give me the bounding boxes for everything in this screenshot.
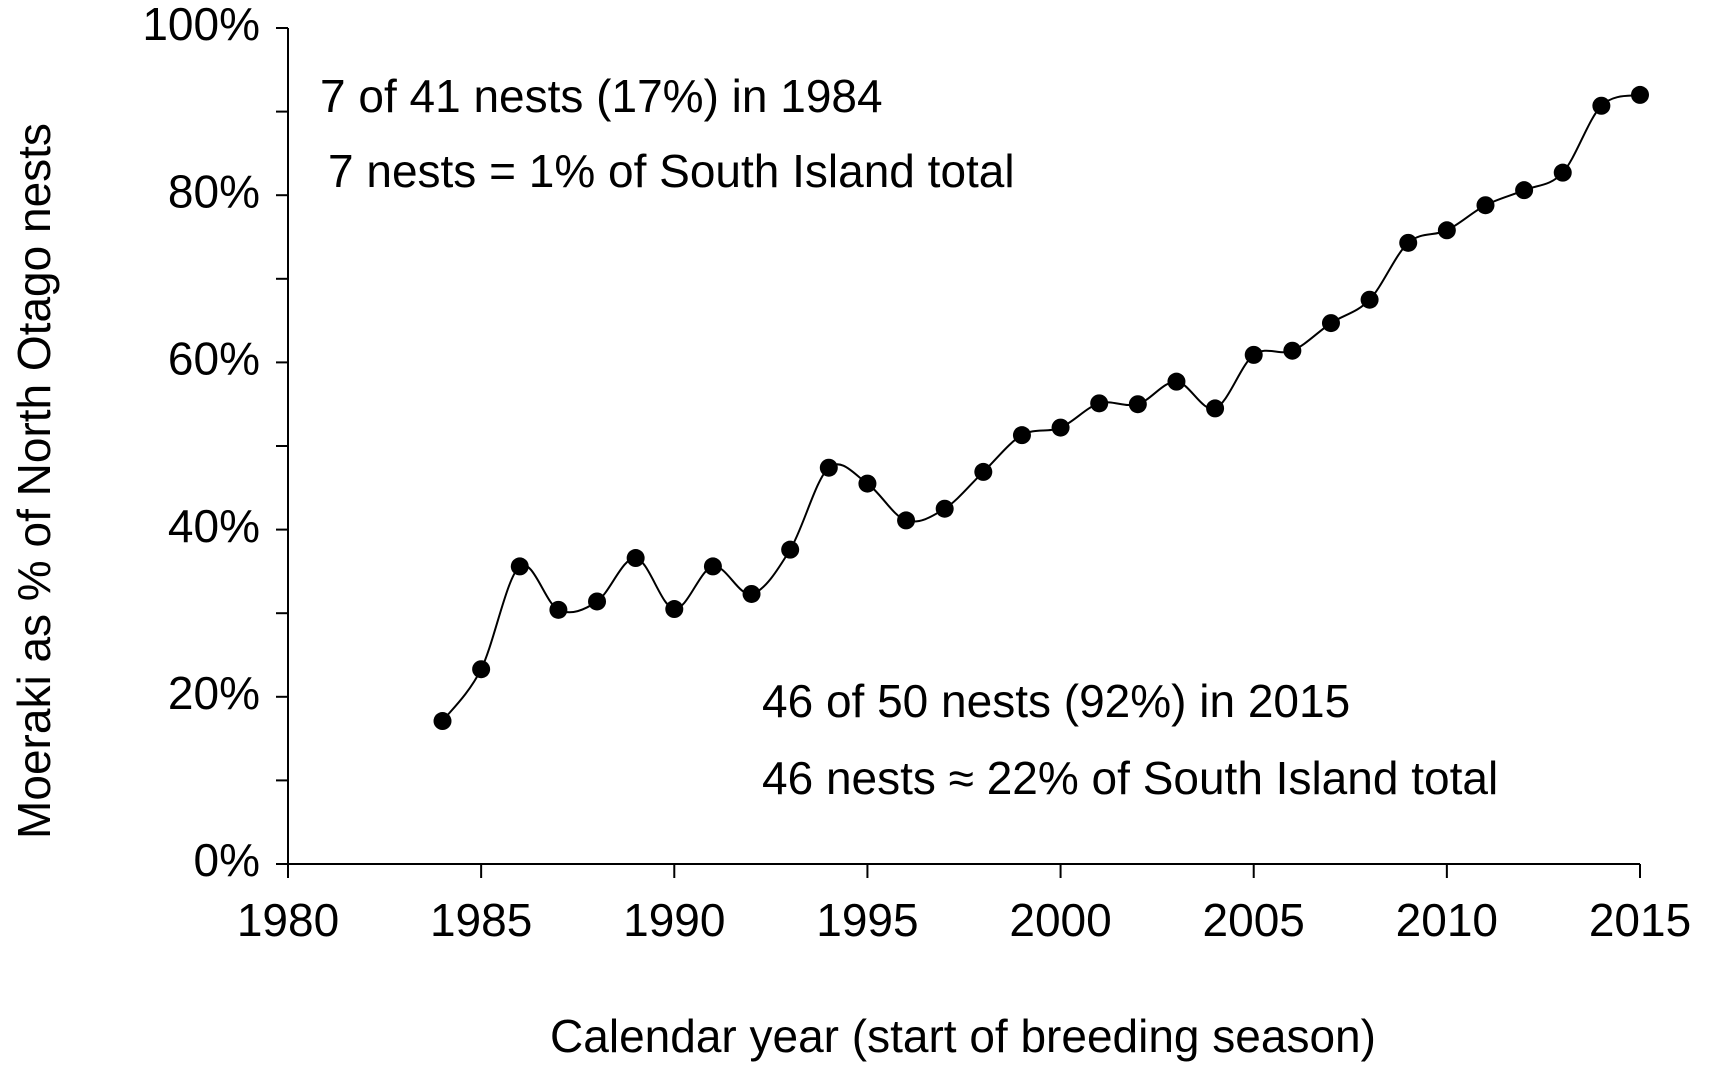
y-tick-label: 40% [168, 500, 260, 552]
marker [1360, 290, 1379, 309]
x-axis-label: Calendar year (start of breeding season) [550, 1010, 1376, 1062]
marker [1244, 345, 1263, 364]
marker [1167, 372, 1186, 391]
marker [1090, 394, 1109, 413]
marker [433, 712, 452, 731]
marker [626, 549, 645, 568]
marker [1437, 221, 1456, 240]
marker [1592, 96, 1611, 115]
marker [742, 584, 761, 603]
y-tick-label: 60% [168, 333, 260, 385]
marker [1206, 399, 1225, 418]
marker [1283, 341, 1302, 360]
x-tick-label: 2015 [1589, 894, 1691, 946]
y-tick-label: 80% [168, 165, 260, 217]
marker [588, 592, 607, 611]
marker [819, 458, 838, 477]
x-tick-label: 2010 [1396, 894, 1498, 946]
marker [1321, 314, 1340, 333]
annotation: 46 nests ≈ 22% of South Island total [762, 752, 1498, 804]
annotation: 7 nests = 1% of South Island total [328, 145, 1015, 197]
marker [858, 474, 877, 493]
marker [1012, 426, 1031, 445]
y-tick-label: 20% [168, 667, 260, 719]
x-tick-label: 1995 [816, 894, 918, 946]
x-tick-label: 2000 [1009, 894, 1111, 946]
marker [703, 557, 722, 576]
marker [1515, 181, 1534, 200]
marker [1051, 418, 1070, 437]
marker [1476, 196, 1495, 215]
annotation: 46 of 50 nests (92%) in 2015 [762, 675, 1350, 727]
marker [974, 462, 993, 481]
marker [1128, 395, 1147, 414]
annotation: 7 of 41 nests (17%) in 1984 [320, 70, 883, 122]
y-tick-label: 100% [142, 0, 260, 50]
marker [1399, 233, 1418, 252]
x-tick-label: 1990 [623, 894, 725, 946]
marker [897, 511, 916, 530]
marker [1553, 163, 1572, 182]
marker [665, 600, 684, 619]
x-tick-label: 2005 [1203, 894, 1305, 946]
marker [935, 499, 954, 518]
marker [472, 660, 491, 679]
marker [549, 600, 568, 619]
marker [510, 557, 529, 576]
y-tick-label: 0% [194, 834, 260, 886]
x-tick-label: 1980 [237, 894, 339, 946]
x-tick-label: 1985 [430, 894, 532, 946]
marker [1631, 85, 1649, 104]
y-axis-label: Moeraki as % of North Otago nests [8, 123, 60, 839]
marker [781, 540, 800, 559]
